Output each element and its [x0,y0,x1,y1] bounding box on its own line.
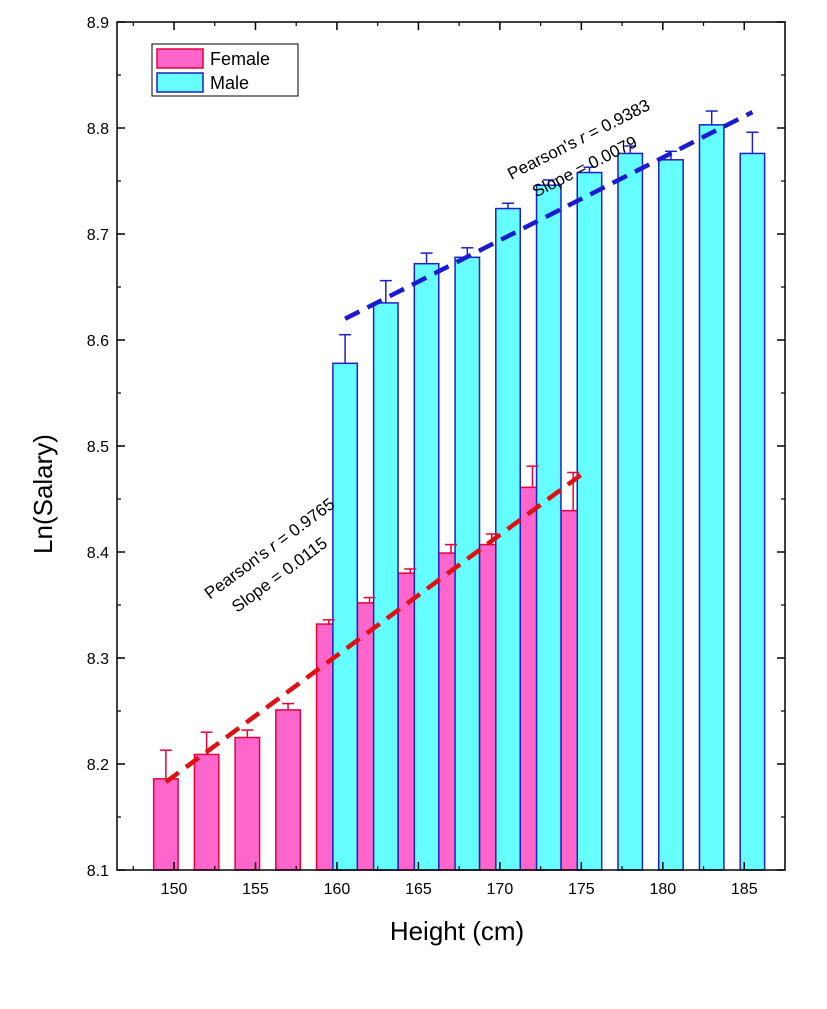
legend-label-female: Female [210,49,270,69]
bar-male-4 [495,207,521,871]
x-tick-label-2: 160 [324,881,351,898]
bar-male-1 [372,302,399,871]
x-tick-label-3: 165 [405,881,432,898]
error-bars-layer [159,110,759,779]
pearson-value: = 0.9765 [270,494,339,552]
y-tick-label-8: 8.9 [87,15,109,32]
legend: Female Male [151,43,299,97]
x-tick-label-1: 155 [242,881,269,898]
bar-male-6 [576,171,603,871]
x-axis-title: Height (cm) [390,916,524,946]
x-tick-label-0: 150 [161,881,188,898]
y-tick-label-7: 8.8 [87,121,109,138]
bar-female-3 [275,709,302,871]
axes-layer: 8.1 8.2 8.3 8.4 8.5 8.6 8.7 8.8 8.9 150 155 160 165 1… [87,15,786,898]
x-tick-label-6: 180 [649,881,676,898]
bar-male-9 [698,124,725,871]
fit-line-female [164,472,583,784]
x-tick-label-7: 185 [731,881,758,898]
y-tick-label-6: 8.7 [87,227,109,244]
y-tick-label-4: 8.5 [87,439,109,456]
bar-male-10 [739,152,766,871]
bar-male-7 [617,152,644,871]
bars-layer [152,124,766,871]
y-tick-label-3: 8.4 [87,545,109,562]
y-tick-label-0: 8.1 [87,863,109,880]
bar-male-2 [413,262,440,871]
bar-female-2 [234,736,261,871]
bar-male-5 [535,184,562,871]
bar-female-1 [193,753,220,871]
legend-label-male: Male [210,73,249,93]
bar-male-8 [657,159,684,871]
x-tick-label-4: 170 [487,881,514,898]
bar-female-0 [152,778,179,871]
x-tick-label-5: 175 [568,881,595,898]
fit-line-male [344,110,754,321]
pearson-value: = 0.9383 [581,96,653,145]
fit-lines-layer [164,110,754,784]
legend-swatch-male [156,72,204,93]
legend-swatch-female [156,48,204,69]
y-tick-label-1: 8.2 [87,757,109,774]
y-tick-label-2: 8.3 [87,651,109,668]
y-tick-label-5: 8.6 [87,333,109,350]
bar-male-0 [332,362,359,871]
y-axis-title: Ln(Salary) [28,434,58,554]
